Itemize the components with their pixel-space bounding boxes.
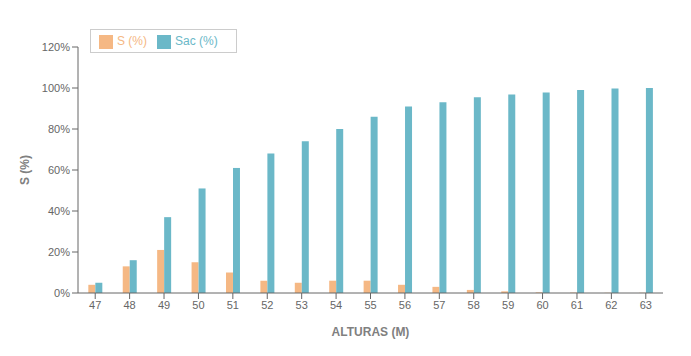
svg-text:54: 54 xyxy=(330,299,342,311)
svg-text:48: 48 xyxy=(123,299,135,311)
svg-text:52: 52 xyxy=(261,299,273,311)
svg-text:120%: 120% xyxy=(42,41,70,53)
svg-text:62: 62 xyxy=(605,299,617,311)
svg-text:60: 60 xyxy=(536,299,548,311)
svg-text:57: 57 xyxy=(433,299,445,311)
svg-text:55: 55 xyxy=(364,299,376,311)
svg-text:58: 58 xyxy=(468,299,480,311)
svg-text:59: 59 xyxy=(502,299,514,311)
svg-text:S (%): S (%) xyxy=(18,155,32,185)
svg-text:53: 53 xyxy=(296,299,308,311)
svg-text:80%: 80% xyxy=(48,123,70,135)
svg-text:20%: 20% xyxy=(48,246,70,258)
svg-text:0%: 0% xyxy=(54,287,70,299)
svg-text:61: 61 xyxy=(571,299,583,311)
svg-text:51: 51 xyxy=(227,299,239,311)
svg-text:100%: 100% xyxy=(42,82,70,94)
svg-text:56: 56 xyxy=(399,299,411,311)
svg-text:63: 63 xyxy=(640,299,652,311)
svg-text:60%: 60% xyxy=(48,164,70,176)
svg-text:47: 47 xyxy=(89,299,101,311)
svg-text:50: 50 xyxy=(192,299,204,311)
svg-text:ALTURAS (M): ALTURAS (M) xyxy=(332,325,410,339)
svg-text:40%: 40% xyxy=(48,205,70,217)
html-text:Sac (%): Sac (%) xyxy=(175,34,218,48)
svg-text:49: 49 xyxy=(158,299,170,311)
html-text:S (%): S (%) xyxy=(117,34,147,48)
